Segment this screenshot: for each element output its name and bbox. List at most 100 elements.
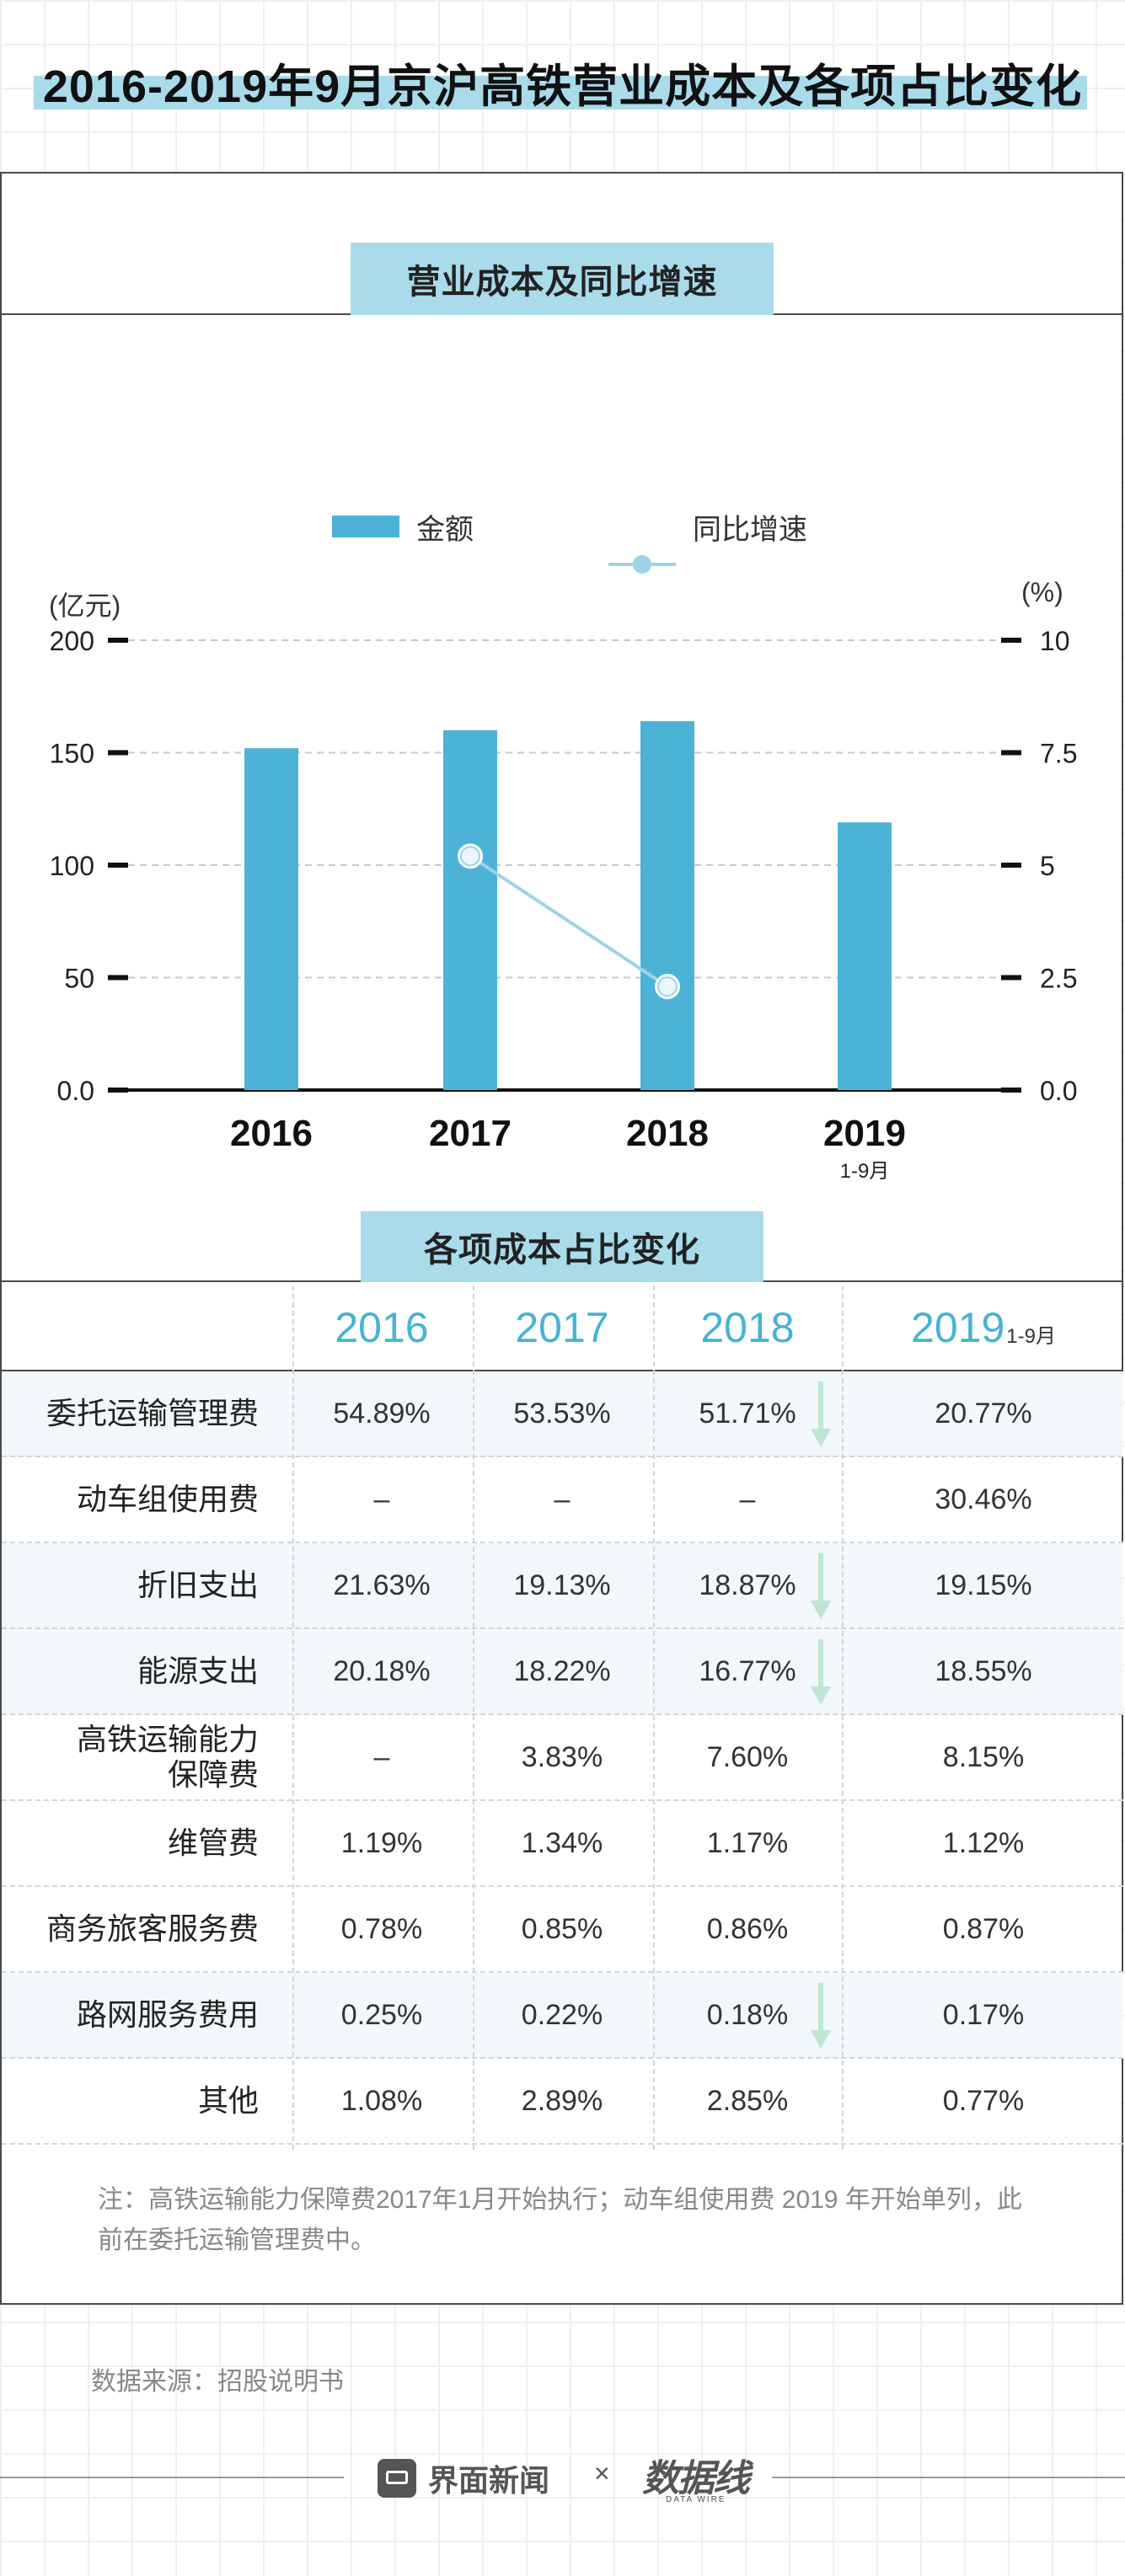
table-row: 维管费 1.19% 1.34% 1.17% 1.12% (2, 1801, 1123, 1887)
brand-name: 界面新闻 (428, 2463, 550, 2498)
chart-legend: 金额 同比增速 (332, 514, 807, 574)
bar-2016 (244, 748, 298, 1090)
x-label-2019: 2019 (823, 1113, 906, 1154)
left-tick-label: 100 (50, 851, 94, 881)
chart-bars (244, 721, 892, 1090)
cell-2019: 18.55% (935, 1654, 1032, 1687)
col-divider (842, 1285, 844, 2150)
legend-bar-label: 金额 (416, 514, 474, 546)
footer-rule-right (772, 2477, 1125, 2478)
cell-2017: 19.13% (513, 1569, 611, 1601)
cell-2019: 0.77% (942, 2084, 1025, 2117)
right-tick-label: 2.5 (1040, 964, 1077, 994)
col-header-2017: 2017 (515, 1304, 609, 1351)
legend-line-marker (633, 555, 651, 574)
table-row: 其他 1.08% 2.89% 2.85% 0.77% (2, 2059, 1123, 2145)
left-tick-label: 150 (50, 739, 94, 769)
col-divider (653, 1285, 655, 2150)
cell-2019: 1.12% (942, 1826, 1025, 1859)
col-header-2019: 2019 1-9月 (844, 1285, 1123, 1370)
row-label: 维管费 (167, 1825, 259, 1860)
jiemian-logo-icon (378, 2459, 416, 2498)
growth-point (655, 974, 680, 1000)
cell-2016: 1.08% (340, 2084, 423, 2117)
left-tick-label: 0.0 (57, 1076, 94, 1106)
ratio-table: 2016 2017 2018 2019 1-9月 委托运输管理费 54.89% 53.… (2, 1285, 1123, 2150)
times-sign: × (594, 2458, 610, 2488)
row-label: 高铁运输能力 保障费 (76, 1722, 259, 1792)
table-row: 动车组使用费 – – – 30.46% (2, 1457, 1123, 1543)
x-sublabel-2019: 1-9月 (840, 1160, 890, 1183)
right-axis-unit: (%) (1021, 577, 1063, 607)
row-label: 其他 (197, 2083, 259, 2118)
left-tick-label: 50 (64, 964, 94, 994)
right-tick-label: 5 (1040, 851, 1055, 881)
table-row: 委托运输管理费 54.89% 53.53% 51.71% 20.77% (2, 1371, 1123, 1457)
row-label: 委托运输管理费 (46, 1396, 259, 1430)
cell-2018: 16.77% (699, 1654, 796, 1687)
table-row: 能源支出 20.18% 18.22% 16.77% 18.55% (2, 1629, 1123, 1715)
partner-logo: 数据线 (642, 2458, 750, 2499)
table-row: 高铁运输能力 保障费 – 3.83% 7.60% 8.15% (2, 1715, 1123, 1801)
cell-2018: 0.18% (706, 1998, 789, 2031)
cell-2017: 0.85% (521, 1912, 603, 1945)
chart-x-labels: 2016 2017 2018 2019 1-9月 (230, 1113, 906, 1183)
cell-2017: 1.34% (521, 1826, 603, 1859)
bar-2017 (443, 730, 497, 1090)
left-axis-unit: (亿元) (49, 591, 121, 621)
cell-2016: 1.19% (340, 1826, 423, 1859)
data-source: 数据来源：招股说明书 (91, 2368, 344, 2396)
down-arrow-icon (811, 1382, 831, 1447)
table-row: 折旧支出 21.63% 19.13% 18.87% 19.15% (2, 1543, 1123, 1629)
table-row: 商务旅客服务费 0.78% 0.85% 0.86% 0.87% (2, 1887, 1123, 1973)
cell-2019: 30.46% (935, 1483, 1032, 1515)
cell-2019: 19.15% (935, 1569, 1032, 1601)
x-label-2018: 2018 (626, 1113, 709, 1154)
down-arrow-icon (811, 1639, 831, 1705)
row-label: 商务旅客服务费 (46, 1911, 259, 1946)
row-label: 能源支出 (137, 1654, 259, 1688)
chart-section-label: 营业成本及同比增速 (351, 243, 774, 315)
cell-2017: 53.53% (513, 1397, 611, 1430)
cell-2017: 0.22% (521, 1998, 603, 2031)
cell-2018: 2.85% (706, 2084, 789, 2117)
growth-point-ring (460, 846, 480, 867)
col-divider (473, 1285, 474, 2150)
col-divider (292, 1285, 294, 2150)
cell-2018: 7.60% (706, 1740, 789, 1773)
chart-line (458, 843, 680, 1000)
row-label: 折旧支出 (137, 1568, 259, 1602)
col-header-2019-suffix: 1-9月 (1006, 1324, 1056, 1348)
right-tick-label: 0.0 (1040, 1076, 1077, 1106)
cell-2018: 51.71% (699, 1397, 796, 1430)
x-label-2016: 2016 (230, 1113, 313, 1154)
table-section-label: 各项成本占比变化 (361, 1211, 763, 1282)
cell-2019: 20.77% (935, 1397, 1032, 1430)
cell-2017: 2.89% (521, 2084, 603, 2117)
growth-line (469, 854, 669, 988)
right-tick-label: 10 (1040, 626, 1070, 656)
cell-2016: – (373, 1740, 390, 1773)
table-row: 路网服务费用 0.25% 0.22% 0.18% 0.17% (2, 1973, 1123, 2059)
cell-2017: – (554, 1483, 571, 1515)
bar-2018 (640, 721, 694, 1090)
table-header-rule (2, 1370, 1123, 1371)
cell-2017: 18.22% (513, 1654, 611, 1687)
table-header: 2016 2017 2018 2019 1-9月 (2, 1285, 1123, 1370)
cell-2016: 0.78% (340, 1912, 423, 1945)
cell-2016: 20.18% (333, 1654, 431, 1687)
left-tick-label: 200 (50, 626, 94, 656)
cost-chart: 金额 同比增速 (亿元) (%) 0.0 0.0 50 2.5 100 5 150 7.5 200 10… (49, 514, 1077, 1183)
cell-2018: 0.86% (706, 1912, 789, 1945)
right-tick-label: 7.5 (1040, 739, 1077, 769)
chart-axes: (亿元) (%) 0.0 0.0 50 2.5 100 5 150 7.5 200 10 (49, 577, 1077, 1106)
legend-line-label: 同比增速 (693, 514, 807, 546)
row-label: 动车组使用费 (76, 1482, 259, 1516)
cell-2018: – (739, 1483, 756, 1515)
col-header-2018: 2018 (700, 1304, 795, 1351)
content-card: 营业成本及同比增速 金额 同比增速 (亿元) (%) 0.0 0.0 50 2.5 100 5 1… (0, 172, 1123, 2305)
brand: 界面新闻 (378, 2455, 549, 2502)
cell-2016: – (373, 1483, 390, 1515)
cell-2019: 8.15% (942, 1740, 1025, 1773)
title-highlight (34, 76, 1087, 110)
